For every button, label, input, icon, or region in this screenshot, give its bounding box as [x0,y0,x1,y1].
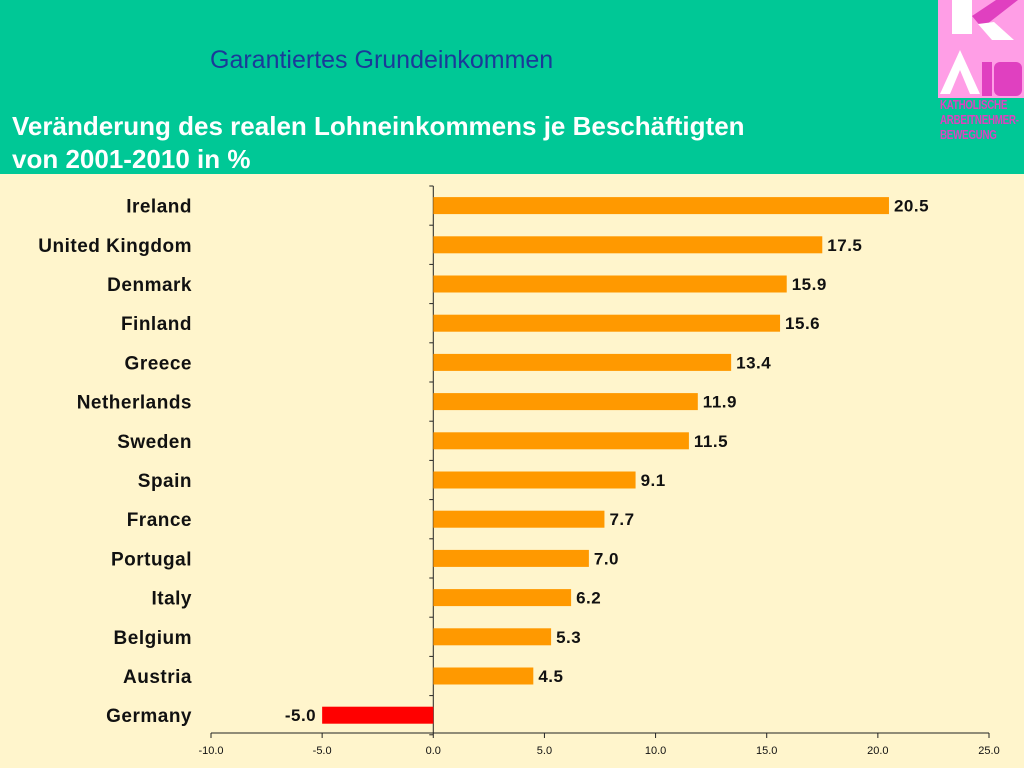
bar-portugal [433,549,589,567]
slide-title: Garantiertes Grundeinkommen [210,46,554,74]
value-label: 7.0 [594,549,619,568]
subtitle-line-2: von 2001-2010 in % [12,144,251,174]
x-tick-label: 0.0 [426,745,441,757]
logo-a-shape [940,50,980,94]
x-tick-label: 25.0 [978,745,999,757]
value-label: 4.5 [538,667,563,686]
x-tick-label: 15.0 [756,745,777,757]
bar-france [433,510,605,528]
bar-belgium [433,628,552,646]
value-label: 17.5 [827,236,862,255]
value-label: 13.4 [736,353,771,372]
bar-united-kingdom [433,236,823,254]
value-label: 5.3 [556,628,581,647]
category-label: Greece [125,353,192,374]
logo-b-stem [982,62,992,96]
value-label: 7.7 [609,510,634,529]
value-label: 20.5 [894,197,929,216]
category-label: Italy [151,589,192,610]
value-label: 11.5 [694,432,728,451]
value-label: 15.9 [792,275,827,294]
category-label: Sweden [117,432,192,453]
x-tick-label: 10.0 [645,745,666,757]
category-label: Spain [138,471,192,492]
bar-ireland [433,197,889,215]
chart-subtitle: Veränderung des realen Lohneinkommens je… [12,110,745,176]
bar-spain [433,471,636,489]
category-label: United Kingdom [38,236,192,257]
category-label: Ireland [126,197,192,218]
bar-denmark [433,275,787,293]
value-label: -5.0 [285,706,316,725]
category-label: Denmark [107,275,192,296]
kab-logo [938,0,1024,98]
category-label: Austria [123,667,192,688]
logo-line-2: ARBEITNEHMER- [940,113,1019,127]
category-label: Germany [106,706,192,727]
x-tick-label: -10.0 [198,745,223,757]
logo-k-stem [952,0,972,34]
logo-b-bowl [994,62,1022,96]
category-label: Portugal [111,549,192,570]
bar-greece [433,353,732,371]
logo-line-3: BEWEGUNG [940,128,997,142]
logo-k-arm [972,0,1018,28]
bar-chart: Ireland 20.5 United Kingdom 17.5 Denmark 15.9… [38,185,1000,757]
category-label: Finland [121,314,192,335]
bar-finland [433,314,781,332]
subtitle-line-1: Veränderung des realen Lohneinkommens je… [12,111,745,141]
bar-netherlands [433,393,698,411]
bar-germany [322,706,434,724]
x-tick-label: -5.0 [313,745,332,757]
value-label: 15.6 [785,314,820,333]
logo-k-leg [978,22,1014,40]
value-label: 9.1 [641,471,666,490]
value-label: 6.2 [576,589,601,608]
bar-austria [433,667,534,685]
x-tick-label: 5.0 [537,745,552,757]
value-label: 11.9 [703,393,737,412]
bar-italy [433,589,572,607]
logo-text: KATHOLISCHE ARBEITNEHMER- BEWEGUNG [940,98,1019,143]
header-band: Garantiertes Grundeinkommen Veränderung … [0,0,1024,174]
logo-line-1: KATHOLISCHE [940,98,1008,112]
bar-sweden [433,432,689,450]
category-label: Netherlands [77,393,192,414]
category-label: Belgium [114,628,192,649]
category-label: France [127,510,192,531]
x-tick-label: 20.0 [867,745,888,757]
